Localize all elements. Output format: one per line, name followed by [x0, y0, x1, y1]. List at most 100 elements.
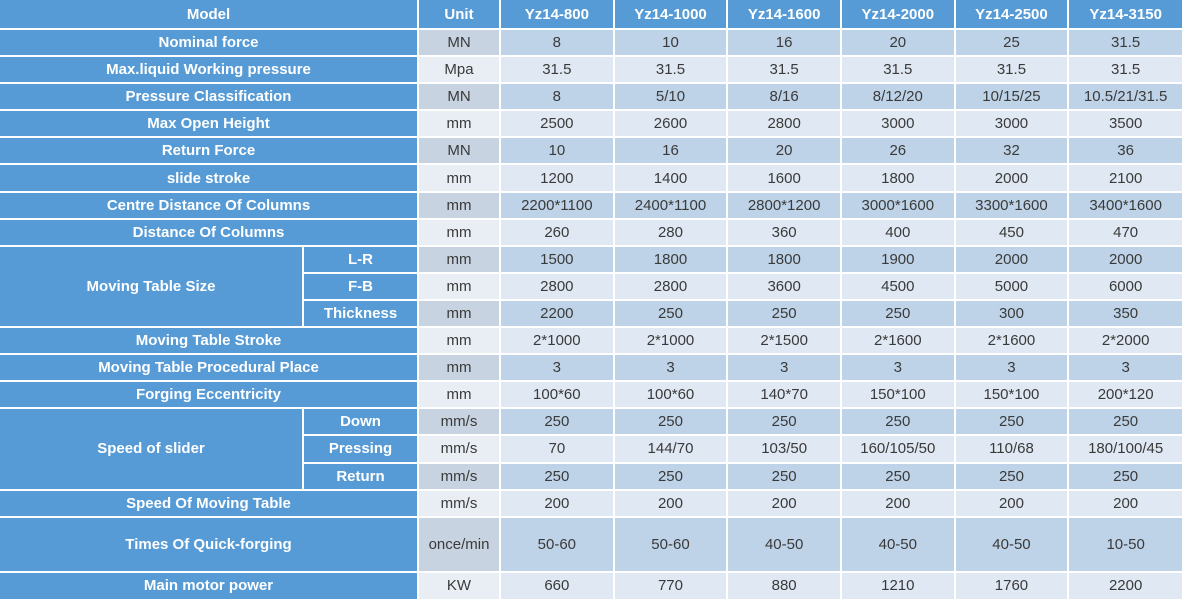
value-cell: 200: [953, 488, 1070, 518]
value-cell: 40-50: [726, 515, 842, 573]
value-cell: 3300*1600: [953, 190, 1070, 220]
value-cell: 31.5: [1067, 55, 1182, 85]
table-row: Nominal force MN 8 10 16 20 25 31.5: [0, 27, 1182, 58]
row-label: Moving Table Stroke: [0, 326, 419, 356]
unit-cell: mm: [417, 353, 501, 383]
unit-cell: mm/s: [417, 488, 501, 518]
value-cell: 25: [953, 27, 1070, 58]
value-cell: 1760: [953, 570, 1070, 599]
table-row: Thickness mm 2200 250 250 250 300 350: [0, 298, 1182, 329]
value-cell: 31.5: [839, 55, 956, 85]
value-cell: 660: [499, 570, 615, 599]
table-row: Times Of Quick-forging once/min 50-60 50-60…: [0, 515, 1182, 573]
unit-cell: mm: [417, 217, 501, 247]
value-cell: 103/50: [726, 434, 842, 464]
value-cell: 16: [612, 136, 729, 166]
value-cell: 200*120: [1067, 380, 1182, 410]
value-cell: 250: [726, 461, 842, 491]
table-row: Centre Distance Of Columns mm 2200*1100 240…: [0, 190, 1182, 220]
value-cell: 150*100: [953, 380, 1070, 410]
row-group-label: Moving Table Size: [0, 244, 304, 329]
value-cell: 3: [1067, 353, 1182, 383]
value-cell: 6000: [1067, 271, 1182, 301]
value-cell: 3000: [953, 109, 1070, 139]
row-label: Pressure Classification: [0, 82, 419, 112]
unit-cell: MN: [417, 82, 501, 112]
value-cell: 160/105/50: [839, 434, 956, 464]
value-cell: 70: [499, 434, 615, 464]
value-cell: 1800: [726, 244, 842, 274]
row-label: Distance Of Columns: [0, 217, 419, 247]
header-model-column: Yz14-2000: [839, 0, 956, 30]
value-cell: 2200: [1067, 570, 1182, 599]
row-sublabel: L-R: [302, 244, 419, 274]
unit-cell: mm: [417, 271, 501, 301]
row-label: Main motor power: [0, 570, 419, 599]
value-cell: 880: [726, 570, 842, 599]
value-cell: 2000: [953, 163, 1070, 193]
value-cell: 1800: [839, 163, 956, 193]
unit-cell: MN: [417, 136, 501, 166]
value-cell: 2200*1100: [499, 190, 615, 220]
unit-cell: MN: [417, 27, 501, 58]
table-row: Moving Table Procedural Place mm 3 3 3 3 3 3: [0, 353, 1182, 383]
value-cell: 360: [726, 217, 842, 247]
value-cell: 10: [612, 27, 729, 58]
value-cell: 4500: [839, 271, 956, 301]
value-cell: 10: [499, 136, 615, 166]
value-cell: 470: [1067, 217, 1182, 247]
row-label: Centre Distance Of Columns: [0, 190, 419, 220]
header-model: Model: [0, 0, 419, 30]
value-cell: 2*1500: [726, 326, 842, 356]
value-cell: 31.5: [953, 55, 1070, 85]
unit-cell: mm/s: [417, 407, 501, 437]
value-cell: 1400: [612, 163, 729, 193]
value-cell: 250: [1067, 407, 1182, 437]
value-cell: 2800: [726, 109, 842, 139]
value-cell: 260: [499, 217, 615, 247]
unit-cell: KW: [417, 570, 501, 599]
spec-table-body: Nominal force MN 8 10 16 20 25 31.5 Max.liquid W…: [0, 27, 1182, 599]
unit-cell: mm: [417, 163, 501, 193]
unit-cell: mm: [417, 244, 501, 274]
row-group-label: Speed of slider: [0, 407, 304, 491]
value-cell: 250: [839, 407, 956, 437]
value-cell: 8/16: [726, 82, 842, 112]
value-cell: 770: [612, 570, 729, 599]
value-cell: 3400*1600: [1067, 190, 1182, 220]
value-cell: 250: [1067, 461, 1182, 491]
value-cell: 3600: [726, 271, 842, 301]
value-cell: 50-60: [612, 515, 729, 573]
value-cell: 5/10: [612, 82, 729, 112]
table-row: Max Open Height mm 2500 2600 2800 3000 3000 350…: [0, 109, 1182, 139]
value-cell: 400: [839, 217, 956, 247]
value-cell: 31.5: [726, 55, 842, 85]
value-cell: 250: [499, 461, 615, 491]
value-cell: 250: [726, 298, 842, 329]
value-cell: 250: [953, 407, 1070, 437]
value-cell: 250: [726, 407, 842, 437]
value-cell: 2*1600: [953, 326, 1070, 356]
value-cell: 10.5/21/31.5: [1067, 82, 1182, 112]
value-cell: 1500: [499, 244, 615, 274]
unit-cell: mm: [417, 380, 501, 410]
value-cell: 5000: [953, 271, 1070, 301]
value-cell: 2*2000: [1067, 326, 1182, 356]
header-model-column: Yz14-1000: [612, 0, 729, 30]
table-row: Forging Eccentricity mm 100*60 100*60 140*70…: [0, 380, 1182, 410]
value-cell: 100*60: [612, 380, 729, 410]
table-row: Return Force MN 10 16 20 26 32 36: [0, 136, 1182, 166]
table-row: Speed Of Moving Table mm/s 200 200 200 200 200…: [0, 488, 1182, 518]
value-cell: 2000: [953, 244, 1070, 274]
value-cell: 200: [726, 488, 842, 518]
value-cell: 200: [1067, 488, 1182, 518]
value-cell: 250: [953, 461, 1070, 491]
value-cell: 2400*1100: [612, 190, 729, 220]
unit-cell: mm: [417, 326, 501, 356]
value-cell: 2600: [612, 109, 729, 139]
row-label: slide stroke: [0, 163, 419, 193]
value-cell: 350: [1067, 298, 1182, 329]
value-cell: 8: [499, 27, 615, 58]
value-cell: 280: [612, 217, 729, 247]
